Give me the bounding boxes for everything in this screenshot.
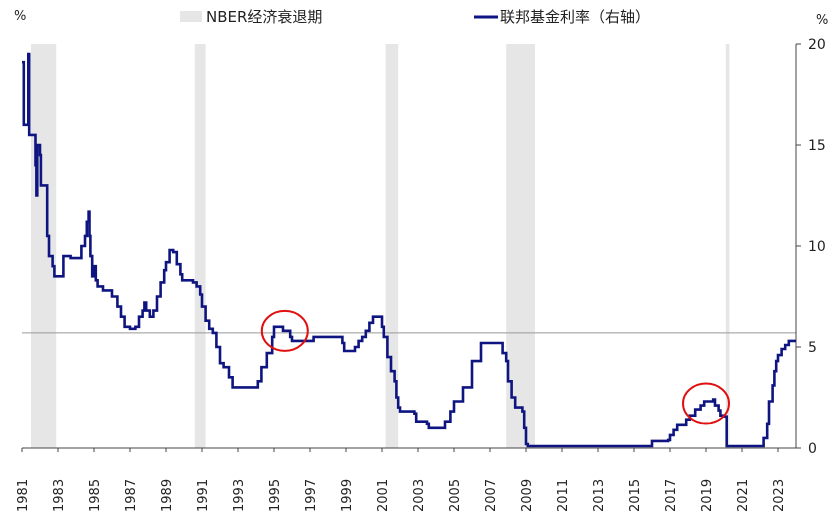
x-tick-label: 2023 (772, 479, 787, 512)
axes: 0 5 10 15 20 1981 1983 1985 1987 1989 1991 1993 1995… (16, 37, 826, 512)
series (22, 52, 796, 448)
x-tick-label: 2017 (664, 479, 679, 512)
x-tick-label: 2007 (484, 479, 499, 512)
x-tick-label: 1997 (304, 479, 319, 512)
x-tick-label: 1987 (124, 479, 139, 512)
y-tick-label: 10 (808, 239, 826, 255)
x-tick-label: 1993 (232, 479, 247, 512)
x-tick-label: 1991 (196, 479, 211, 512)
series-line-0 (22, 52, 796, 448)
x-tick-label: 1981 (16, 479, 31, 512)
x-tick-label: 2011 (556, 479, 571, 512)
highlights (260, 309, 730, 425)
recession-band-2 (385, 44, 399, 448)
x-tick-label: 2021 (736, 479, 751, 512)
recession-bands (31, 44, 730, 448)
highlight-circle-1 (682, 382, 730, 425)
x-tick-label: 1983 (52, 479, 67, 512)
legend-recession-swatch (180, 11, 202, 22)
x-tick-label: 2009 (520, 479, 535, 512)
x-tick-label: 2003 (412, 479, 427, 512)
y-tick-label: 15 (808, 138, 826, 154)
legend: NBER经济衰退期 联邦基金利率（右轴） (180, 8, 650, 26)
recession-band-1 (194, 44, 206, 448)
x-tick-label: 1995 (268, 479, 283, 512)
x-tick-label: 1989 (160, 479, 175, 512)
highlight-circle-0 (260, 309, 309, 352)
left-axis-unit: % (14, 9, 26, 24)
legend-recession-label: NBER经济衰退期 (206, 8, 322, 26)
y-tick-label: 0 (808, 441, 817, 457)
x-tick-label: 2013 (592, 479, 607, 512)
legend-series-label: 联邦基金利率（右轴） (500, 8, 650, 26)
right-axis-unit: % (816, 13, 828, 28)
x-tick-label: 2001 (376, 479, 391, 512)
x-tick-label: 2005 (448, 479, 463, 512)
y-tick-label: 5 (808, 340, 817, 356)
y-tick-label: 20 (808, 37, 826, 53)
x-tick-label: 1999 (340, 479, 355, 512)
x-tick-label: 2019 (700, 479, 715, 512)
recession-band-0 (31, 44, 57, 448)
x-tick-label: 2015 (628, 479, 643, 512)
x-tick-label: 1985 (88, 479, 103, 512)
recession-band-4 (725, 44, 730, 448)
